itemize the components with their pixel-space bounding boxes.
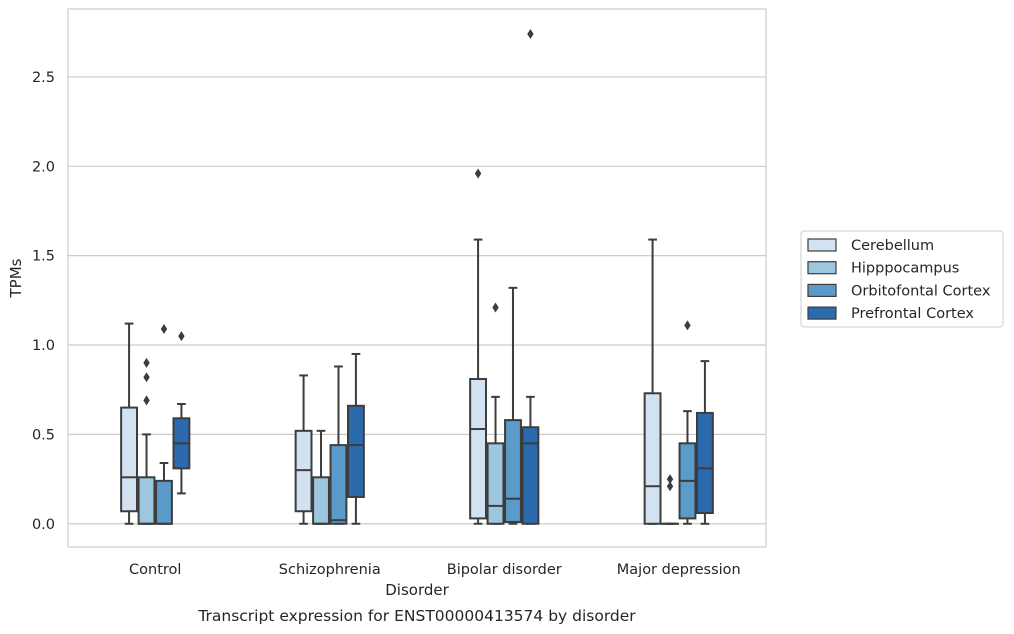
chart-caption: Transcript expression for ENST0000041357… bbox=[197, 607, 636, 625]
legend: Cerebellum Hipppocampus Orbitofontal Corte… bbox=[800, 230, 1004, 328]
legend-swatch bbox=[807, 306, 837, 320]
outlier-point bbox=[666, 481, 674, 492]
legend-swatch bbox=[807, 261, 837, 275]
box-cerebellum bbox=[294, 374, 313, 525]
y-axis-label: TPMs bbox=[7, 258, 25, 298]
legend-swatch bbox=[807, 238, 837, 252]
box-orbitofontal-cortex bbox=[155, 323, 173, 525]
x-tick-label: Major depression bbox=[617, 562, 741, 578]
box-body bbox=[329, 444, 348, 525]
box-orbitofontal-cortex bbox=[329, 365, 348, 525]
x-tick-label: Schizophrenia bbox=[279, 562, 381, 578]
outlier-point bbox=[143, 357, 150, 368]
box-body bbox=[120, 406, 139, 513]
legend-item: Orbitofontal Cortex bbox=[807, 283, 991, 299]
outlier-point bbox=[666, 474, 674, 485]
outlier-point bbox=[527, 29, 534, 40]
box-prefrontal-cortex bbox=[521, 29, 540, 525]
box-body bbox=[486, 442, 505, 525]
legend-frame bbox=[800, 230, 1004, 328]
box-prefrontal-cortex bbox=[172, 331, 191, 495]
x-axis-ticks: Control Schizophrenia Bipolar disorder Majo… bbox=[129, 562, 741, 578]
box-orbitofontal-cortex bbox=[678, 320, 697, 525]
legend-item: Cerebellum bbox=[807, 238, 934, 254]
y-tick-label: 0.0 bbox=[32, 517, 55, 533]
box-plot-series bbox=[120, 29, 714, 525]
plot-area-frame bbox=[67, 8, 767, 548]
x-tick-label: Control bbox=[129, 562, 181, 578]
box-body bbox=[155, 479, 173, 525]
y-axis-ticks: 0.0 0.5 1.0 1.5 2.0 2.5 bbox=[32, 70, 55, 533]
legend-swatch bbox=[807, 283, 837, 297]
outlier-point bbox=[178, 331, 185, 342]
box-body bbox=[696, 411, 714, 515]
box-cerebellum bbox=[643, 238, 662, 525]
y-tick-label: 0.5 bbox=[32, 427, 55, 443]
x-tick-label: Bipolar disorder bbox=[447, 562, 562, 578]
box-prefrontal-cortex bbox=[696, 360, 714, 525]
box-cerebellum bbox=[469, 168, 487, 525]
outlier-point bbox=[143, 372, 150, 383]
box-hipppocampus bbox=[312, 429, 330, 525]
box-hipppocampus bbox=[137, 357, 156, 525]
box-hipppocampus bbox=[486, 302, 505, 525]
box-body bbox=[137, 476, 156, 525]
y-tick-label: 2.0 bbox=[32, 159, 55, 175]
legend-label: Orbitofontal Cortex bbox=[851, 283, 991, 299]
box-orbitofontal-cortex bbox=[504, 286, 522, 525]
y-tick-label: 1.5 bbox=[32, 249, 55, 265]
box-body bbox=[504, 419, 522, 523]
y-tick-label: 2.5 bbox=[32, 70, 55, 86]
outlier-point bbox=[160, 323, 168, 334]
box-cerebellum bbox=[120, 322, 139, 525]
y-tick-label: 1.0 bbox=[32, 338, 55, 354]
legend-label: Hipppocampus bbox=[851, 261, 959, 277]
x-axis-label: Disorder bbox=[385, 581, 449, 599]
legend-label: Prefrontal Cortex bbox=[851, 306, 974, 322]
legend-item: Hipppocampus bbox=[807, 261, 959, 277]
box-body bbox=[521, 426, 540, 525]
legend-item: Prefrontal Cortex bbox=[807, 306, 974, 322]
outlier-point bbox=[143, 395, 150, 406]
outlier-point bbox=[684, 320, 691, 331]
box-body bbox=[347, 404, 365, 498]
box-body bbox=[469, 377, 487, 520]
box-hipppocampus bbox=[661, 474, 679, 525]
outlier-point bbox=[492, 302, 499, 313]
box-prefrontal-cortex bbox=[347, 352, 365, 525]
box-body bbox=[643, 392, 662, 525]
outlier-point bbox=[474, 168, 482, 179]
legend-label: Cerebellum bbox=[851, 238, 934, 254]
box-body bbox=[312, 476, 330, 525]
